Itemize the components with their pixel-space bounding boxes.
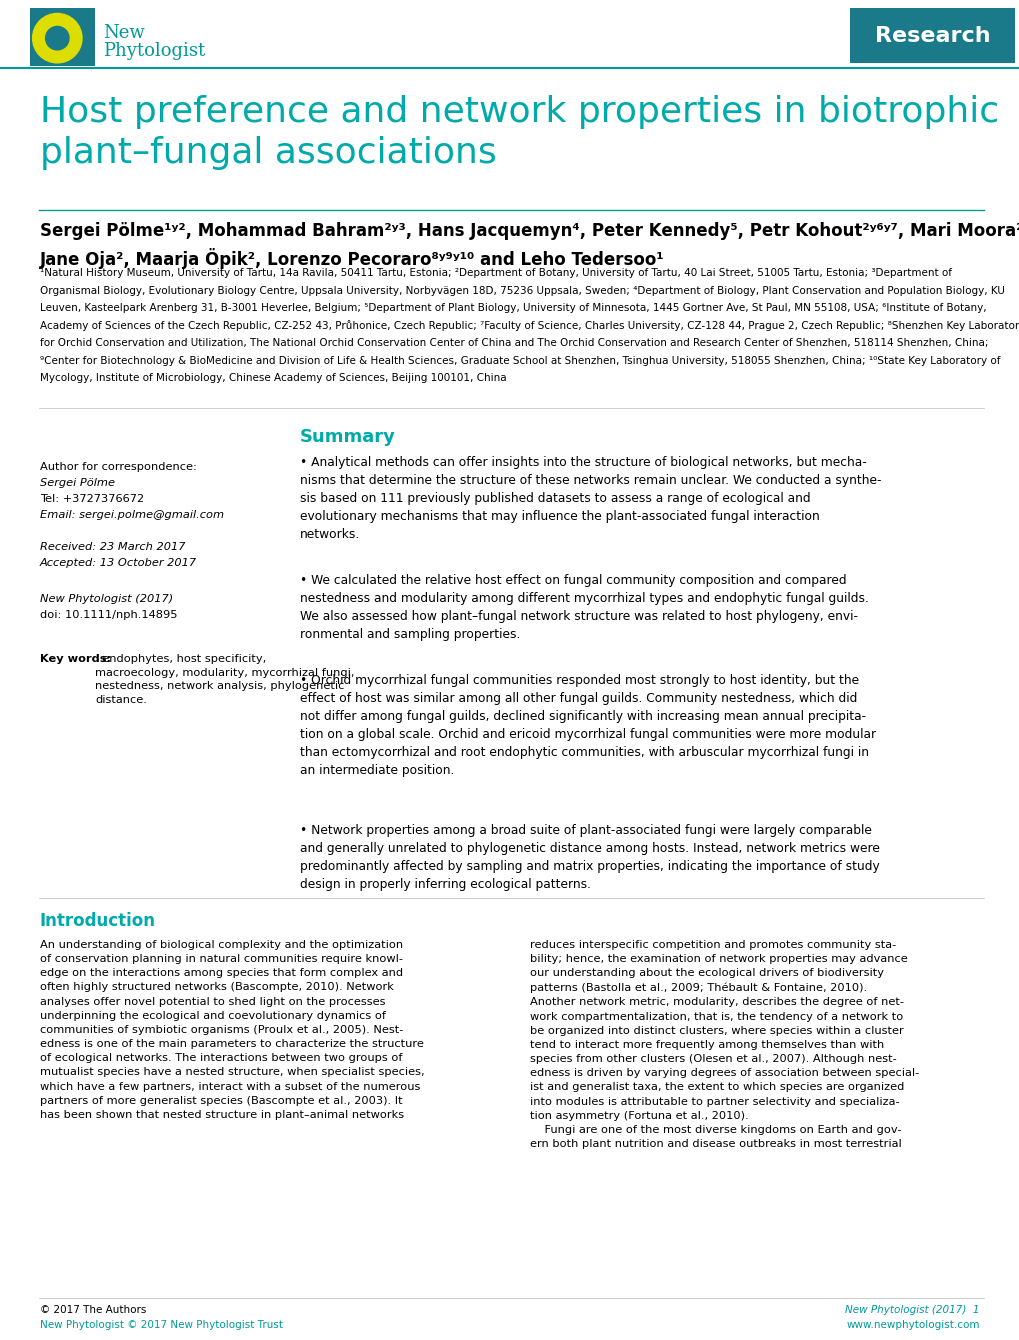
- Text: ¹Natural History Museum, University of Tartu, 14a Ravila, 50411 Tartu, Estonia; : ¹Natural History Museum, University of T…: [40, 268, 951, 277]
- Text: An understanding of biological complexity and the optimization
of conservation p: An understanding of biological complexit…: [40, 939, 424, 1120]
- Text: Mycology, Institute of Microbiology, Chinese Academy of Sciences, Beijing 100101: Mycology, Institute of Microbiology, Chi…: [40, 373, 506, 383]
- Text: for Orchid Conservation and Utilization, The National Orchid Conservation Center: for Orchid Conservation and Utilization,…: [40, 338, 987, 348]
- Text: • Network properties among a broad suite of plant-associated fungi were largely : • Network properties among a broad suite…: [300, 824, 879, 891]
- Text: © 2017 The Authors: © 2017 The Authors: [40, 1305, 147, 1315]
- Text: ⁹Center for Biotechnology & BioMedicine and Division of Life & Health Sciences, : ⁹Center for Biotechnology & BioMedicine …: [40, 355, 1000, 366]
- Text: Author for correspondence:: Author for correspondence:: [40, 462, 197, 472]
- Text: • Orchid mycorrhizal fungal communities responded most strongly to host identity: • Orchid mycorrhizal fungal communities …: [300, 674, 875, 777]
- Text: • Analytical methods can offer insights into the structure of biological network: • Analytical methods can offer insights …: [300, 456, 880, 541]
- Text: Tel: +3727376672: Tel: +3727376672: [40, 494, 144, 504]
- Text: Accepted: 13 October 2017: Accepted: 13 October 2017: [40, 557, 197, 568]
- Circle shape: [33, 13, 82, 63]
- Text: www.newphytologist.com: www.newphytologist.com: [846, 1320, 979, 1331]
- Text: Leuven, Kasteelpark Arenberg 31, B-3001 Heverlee, Belgium; ⁵Department of Plant : Leuven, Kasteelpark Arenberg 31, B-3001 …: [40, 303, 985, 314]
- Text: New: New: [103, 24, 145, 42]
- Text: Received: 23 March 2017: Received: 23 March 2017: [40, 541, 185, 552]
- Text: Research: Research: [874, 25, 989, 46]
- Bar: [30, 8, 95, 66]
- Text: Organismal Biology, Evolutionary Biology Centre, Uppsala University, Norbyvägen : Organismal Biology, Evolutionary Biology…: [40, 285, 1004, 296]
- Text: Jane Oja², Maarja Öpik², Lorenzo Pecoraro⁸ʸ⁹ʸ¹⁰ and Leho Tedersoo¹: Jane Oja², Maarja Öpik², Lorenzo Pecorar…: [40, 248, 664, 269]
- Text: New Phytologist © 2017 New Phytologist Trust: New Phytologist © 2017 New Phytologist T…: [40, 1320, 282, 1331]
- Text: New Phytologist (2017): New Phytologist (2017): [40, 594, 173, 604]
- Text: Sergei Pölme: Sergei Pölme: [40, 478, 115, 488]
- Text: Summary: Summary: [300, 427, 395, 446]
- Text: Email: sergei.polme@gmail.com: Email: sergei.polme@gmail.com: [40, 511, 224, 520]
- Text: Academy of Sciences of the Czech Republic, CZ-252 43, Průhonice, Czech Republic;: Academy of Sciences of the Czech Republi…: [40, 320, 1019, 331]
- Text: Introduction: Introduction: [40, 913, 156, 930]
- Text: reduces interspecific competition and promotes community sta-
bility; hence, the: reduces interspecific competition and pr…: [530, 939, 918, 1148]
- Text: doi: 10.1111/nph.14895: doi: 10.1111/nph.14895: [40, 610, 177, 620]
- Text: Key words:: Key words:: [40, 654, 111, 665]
- Text: endophytes, host specificity,
macroecology, modularity, mycorrhizal fungi,
neste: endophytes, host specificity, macroecolo…: [95, 654, 355, 705]
- Text: • We calculated the relative host effect on fungal community composition and com: • We calculated the relative host effect…: [300, 574, 868, 641]
- Text: Phytologist: Phytologist: [103, 42, 205, 60]
- Text: New Phytologist (2017)  1: New Phytologist (2017) 1: [845, 1305, 979, 1315]
- Text: Sergei Pölme¹ʸ², Mohammad Bahram²ʸ³, Hans Jacquemyn⁴, Peter Kennedy⁵, Petr Kohou: Sergei Pölme¹ʸ², Mohammad Bahram²ʸ³, Han…: [40, 222, 1019, 240]
- Text: Host preference and network properties in biotrophic
plant–fungal associations: Host preference and network properties i…: [40, 95, 999, 170]
- Bar: [849, 8, 1014, 63]
- Circle shape: [46, 27, 69, 50]
